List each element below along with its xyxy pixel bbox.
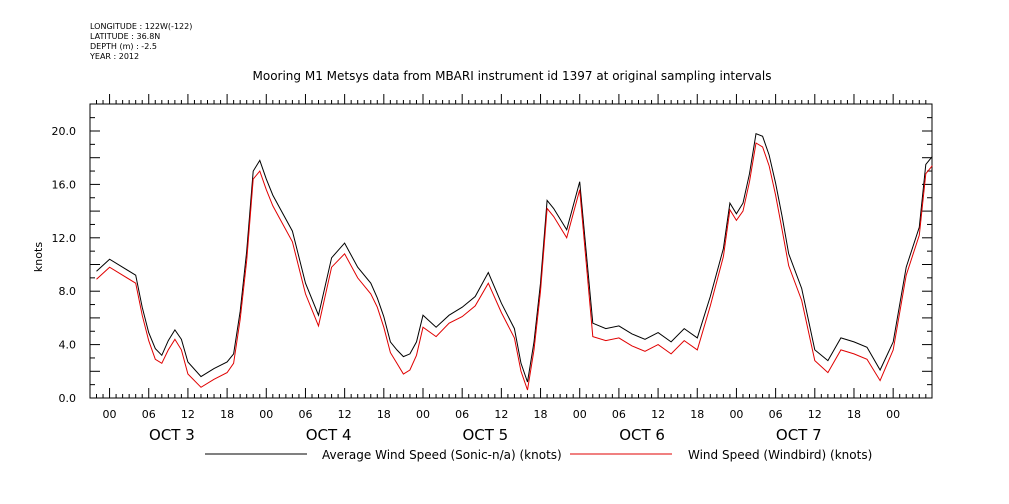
x-tick-label: 06 [142,408,156,421]
x-tick-label: 06 [612,408,626,421]
latitude-label: LATITUDE : 36.8N [90,32,160,41]
day-label: OCT 6 [619,426,665,444]
longitude-label: LONGITUDE : 122W(-122) [90,22,192,31]
x-tick-label: 00 [416,408,430,421]
x-tick-label: 00 [729,408,743,421]
x-tick-label: 18 [377,408,391,421]
y-axis-label: knots [32,242,45,272]
day-label: OCT 5 [462,426,508,444]
x-tick-label: 18 [690,408,704,421]
y-tick-label: 20.0 [52,125,77,138]
axis-ticks [90,94,932,399]
x-tick-label: 12 [651,408,665,421]
year-label: YEAR : 2012 [89,52,139,61]
day-label: OCT 4 [306,426,352,444]
x-tick-label: 12 [808,408,822,421]
y-tick-label: 8.0 [59,285,77,298]
depth-label: DEPTH (m) : -2.5 [90,42,157,51]
day-label: OCT 7 [776,426,822,444]
x-tick-label: 00 [573,408,587,421]
series-line-sonic [96,133,933,383]
x-tick-label: 06 [455,408,469,421]
x-tick-label: 12 [494,408,508,421]
chart-title: Mooring M1 Metsys data from MBARI instru… [253,69,772,83]
x-tick-label: 06 [769,408,783,421]
x-tick-label: 12 [338,408,352,421]
y-tick-label: 0.0 [59,392,77,405]
day-labels: OCT 3 OCT 4 OCT 5 OCT 6 OCT 7 [149,426,822,444]
x-tick-label: 00 [103,408,117,421]
y-tick-labels: 0.0 4.0 8.0 12.0 16.0 20.0 [52,125,77,405]
series-line-windbird [96,142,933,391]
x-tick-label: 12 [181,408,195,421]
x-tick-label: 18 [847,408,861,421]
plot-frame [89,103,933,399]
legend-label-windbird: Wind Speed (Windbird) (knots) [688,448,872,462]
x-tick-label: 00 [259,408,273,421]
x-tick-label: 18 [220,408,234,421]
x-tick-label: 00 [886,408,900,421]
y-tick-label: 16.0 [52,178,77,191]
x-tick-label: 18 [534,408,548,421]
day-label: OCT 3 [149,426,195,444]
y-tick-label: 4.0 [59,339,77,352]
x-tick-labels: 00 06 12 18 00 06 12 18 00 06 12 18 00 06 12 18 00 06 12 18… [103,408,901,421]
x-tick-label: 06 [298,408,312,421]
series-lines [96,133,933,391]
y-tick-label: 12.0 [52,232,77,245]
legend-label-sonic: Average Wind Speed (Sonic-n/a) (knots) [322,448,562,462]
